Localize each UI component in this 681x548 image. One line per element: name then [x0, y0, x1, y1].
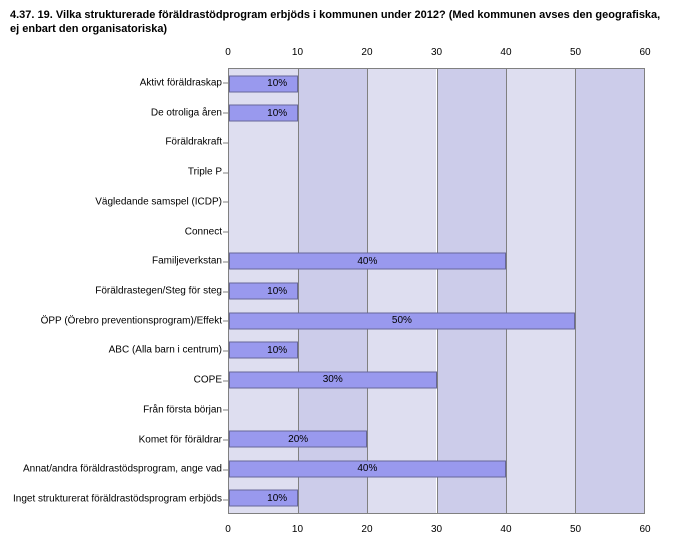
x-tick-label: 40 [500, 524, 511, 535]
x-tick-label: 50 [570, 524, 581, 535]
plot-region: 10% 10% 40% 10% 50% 10% 30% 20% 40% 10% [228, 68, 645, 514]
bar-value-label: 10% [267, 493, 287, 504]
x-tick-label: 10 [292, 524, 303, 535]
y-tick-label: Vägledande samspel (ICDP) [95, 196, 222, 207]
bar: 30% [229, 371, 437, 388]
bar-value-label: 20% [288, 434, 308, 445]
x-tick-label: 10 [292, 47, 303, 58]
y-axis-labels: Aktivt föräldraskap De otroliga åren Föräl… [8, 68, 222, 514]
bar: 40% [229, 460, 506, 477]
bar-value-label: 30% [323, 374, 343, 385]
x-tick-label: 60 [639, 47, 650, 58]
bar: 10% [229, 490, 298, 507]
bar-value-label: 50% [392, 315, 412, 326]
x-tick-label: 30 [431, 47, 442, 58]
x-tick-label: 20 [361, 47, 372, 58]
bar: 50% [229, 312, 575, 329]
y-tick-label: ABC (Alla barn i centrum) [109, 345, 222, 356]
bar: 40% [229, 253, 506, 270]
x-tick-label: 20 [361, 524, 372, 535]
x-tick-label: 0 [225, 47, 231, 58]
bar-value-label: 10% [267, 78, 287, 89]
y-tick-label: Annat/andra föräldrastödsprogram, ange v… [23, 464, 222, 475]
bar: 10% [229, 75, 298, 92]
y-tick-label: Komet för föräldrar [139, 434, 222, 445]
bar: 10% [229, 342, 298, 359]
chart-title: 4.37. 19. Vilka strukturerade föräldrast… [0, 0, 681, 41]
x-axis-top: 0102030405060 [228, 44, 645, 66]
bar: 10% [229, 283, 298, 300]
y-tick-label: ÖPP (Örebro preventionsprogram)/Effekt [41, 315, 222, 326]
y-tick-label: Föräldrakraft [165, 137, 222, 148]
y-tick-label: COPE [194, 375, 222, 386]
bar-value-label: 10% [267, 108, 287, 119]
x-tick-label: 30 [431, 524, 442, 535]
x-axis-bottom: 0102030405060 [228, 516, 645, 538]
y-tick-label: Inget strukturerat föräldrastödsprogram … [13, 494, 222, 505]
y-tick-label: Familjeverkstan [152, 256, 222, 267]
bar: 10% [229, 105, 298, 122]
bar: 20% [229, 431, 367, 448]
bar-value-label: 10% [267, 286, 287, 297]
bars-layer: 10% 10% 40% 10% 50% 10% 30% 20% 40% 10% [229, 69, 644, 513]
x-tick-label: 40 [500, 47, 511, 58]
chart-container: 4.37. 19. Vilka strukturerade föräldrast… [0, 0, 681, 548]
x-tick-label: 50 [570, 47, 581, 58]
y-tick-label: Föräldrastegen/Steg för steg [95, 286, 222, 297]
y-tick-label: Aktivt föräldraskap [140, 77, 222, 88]
bar-value-label: 40% [357, 256, 377, 267]
chart-area: 0 10 20 30 40 50 60 10% 10% 40% 10% 50% 10% 30% 20% 40… [8, 42, 673, 540]
y-tick-label: De otroliga åren [151, 107, 222, 118]
x-tick-label: 60 [639, 524, 650, 535]
x-tick-label: 0 [225, 524, 231, 535]
bar-value-label: 40% [357, 463, 377, 474]
y-tick-label: Från första början [143, 404, 222, 415]
y-tick-label: Triple P [188, 167, 222, 178]
y-tick-label: Connect [185, 226, 222, 237]
bar-value-label: 10% [267, 345, 287, 356]
